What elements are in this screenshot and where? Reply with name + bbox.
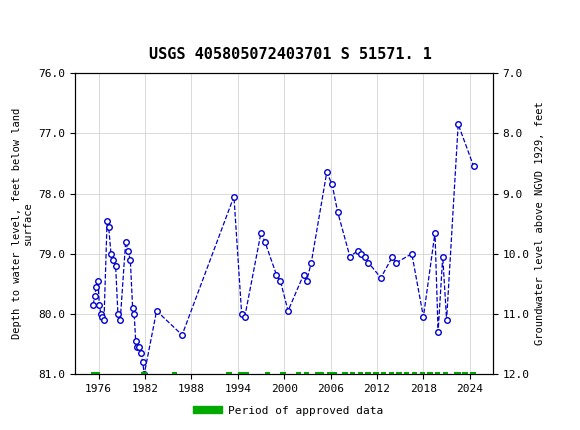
- Legend: Period of approved data: Period of approved data: [193, 401, 387, 420]
- Bar: [427, 372, 433, 376]
- Bar: [303, 372, 309, 376]
- Bar: [435, 372, 440, 376]
- Bar: [141, 372, 147, 376]
- Bar: [381, 372, 386, 376]
- Bar: [462, 372, 468, 376]
- Bar: [315, 372, 324, 376]
- Bar: [389, 372, 394, 376]
- Y-axis label: Depth to water level, feet below land
surface: Depth to water level, feet below land su…: [12, 108, 33, 339]
- Bar: [358, 372, 363, 376]
- Bar: [454, 372, 461, 376]
- Y-axis label: Groundwater level above NGVD 1929, feet: Groundwater level above NGVD 1929, feet: [535, 102, 545, 345]
- Bar: [419, 372, 425, 376]
- Bar: [350, 372, 356, 376]
- Bar: [265, 372, 270, 376]
- Bar: [226, 372, 231, 376]
- Text: USGS 405805072403701 S 51571. 1: USGS 405805072403701 S 51571. 1: [148, 47, 432, 62]
- Bar: [238, 372, 249, 376]
- Bar: [412, 372, 417, 376]
- Bar: [280, 372, 286, 376]
- Bar: [296, 372, 301, 376]
- Bar: [365, 372, 371, 376]
- Bar: [470, 372, 476, 376]
- Bar: [373, 372, 379, 376]
- Bar: [443, 372, 448, 376]
- Bar: [327, 372, 337, 376]
- Bar: [342, 372, 347, 376]
- Bar: [91, 372, 100, 376]
- Bar: [404, 372, 409, 376]
- Bar: [396, 372, 402, 376]
- Text: ▒USGS: ▒USGS: [12, 15, 70, 37]
- Bar: [172, 372, 177, 376]
